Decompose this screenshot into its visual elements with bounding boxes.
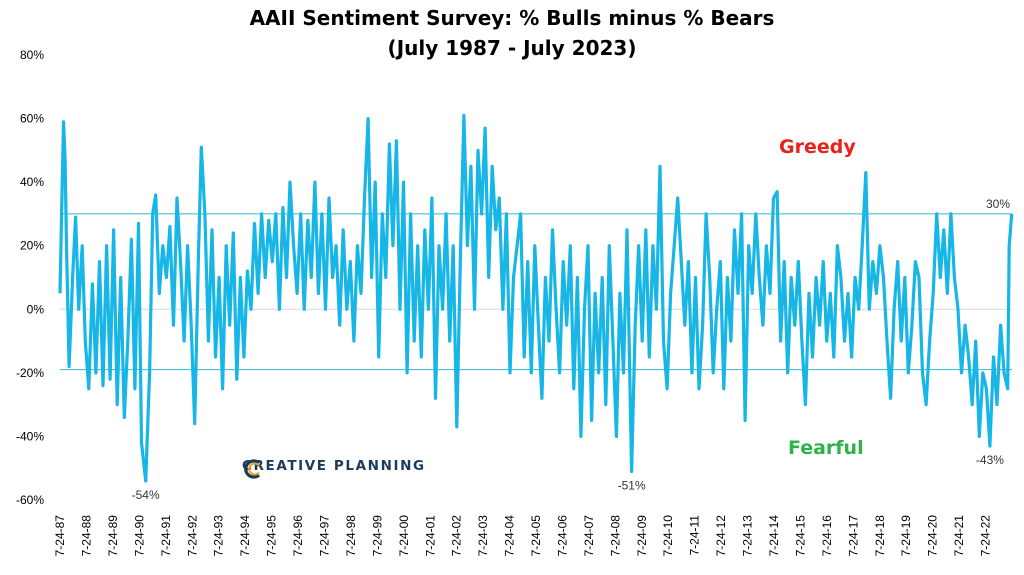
- x-tick-label: 7-24-90: [132, 515, 146, 557]
- x-tick-label: 7-24-96: [291, 515, 305, 557]
- creative-planning-c-icon: [244, 459, 261, 479]
- y-tick-label: 20%: [20, 239, 44, 253]
- x-tick-label: 7-24-12: [714, 515, 728, 557]
- y-tick-label: 0%: [27, 302, 45, 316]
- x-tick-label: 7-24-99: [370, 515, 384, 557]
- x-tick-label: 7-24-01: [423, 515, 437, 557]
- y-tick-label: -40%: [16, 429, 44, 443]
- x-tick-label: 7-24-94: [238, 515, 252, 557]
- greedy-zone-label: Greedy: [779, 136, 856, 158]
- creative-planning-logo: CREATIVE PLANNING: [242, 458, 426, 479]
- x-tick-label: 7-24-97: [317, 515, 331, 557]
- x-tick-label: 7-24-17: [846, 515, 860, 557]
- x-tick-label: 7-24-00: [397, 515, 411, 557]
- x-tick-label: 7-24-14: [767, 515, 781, 557]
- x-tick-label: 7-24-95: [265, 515, 279, 557]
- x-tick-label: 7-24-02: [450, 515, 464, 557]
- x-tick-label: 7-24-19: [899, 515, 913, 557]
- annotation-label: -51%: [618, 478, 646, 492]
- annotation-label: -54%: [132, 488, 160, 502]
- x-tick-label: 7-24-20: [926, 515, 940, 557]
- annotation-label: -43%: [976, 453, 1004, 467]
- logo-text: CREATIVE PLANNING: [242, 458, 426, 474]
- x-tick-label: 7-24-09: [635, 515, 649, 557]
- x-tick-label: 7-24-05: [529, 515, 543, 557]
- y-tick-label: -60%: [16, 493, 44, 507]
- chart-subtitle: (July 1987 - July 2023): [387, 36, 637, 60]
- x-tick-label: 7-24-07: [582, 515, 596, 557]
- x-axis-ticks: 7-24-87 7-24-88 7-24-89 7-24-90 7-24-91 7-24-…: [53, 515, 993, 557]
- x-tick-label: 7-24-88: [79, 515, 93, 557]
- series-line: [58, 113, 1014, 483]
- chart-title: AAII Sentiment Survey: % Bulls minus % B…: [249, 6, 775, 30]
- y-axis-ticks: 80% 60% 40% 20% 0% -20% -40% -60%: [16, 48, 44, 507]
- x-tick-label: 7-24-21: [952, 515, 966, 557]
- y-tick-label: -20%: [16, 366, 44, 380]
- x-tick-label: 7-24-87: [53, 515, 67, 557]
- annotation-label: 30%: [986, 197, 1010, 211]
- x-tick-label: 7-24-15: [793, 515, 807, 557]
- y-tick-label: 80%: [20, 48, 44, 62]
- x-tick-label: 7-24-08: [608, 515, 622, 557]
- x-tick-label: 7-24-93: [212, 515, 226, 557]
- x-tick-label: 7-24-92: [185, 515, 199, 557]
- x-tick-label: 7-24-13: [741, 515, 755, 557]
- x-tick-label: 7-24-03: [476, 515, 490, 557]
- x-tick-label: 7-24-16: [820, 515, 834, 557]
- x-tick-label: 7-24-89: [106, 515, 120, 557]
- x-tick-label: 7-24-10: [661, 515, 675, 557]
- x-tick-label: 7-24-91: [159, 515, 173, 557]
- x-tick-label: 7-24-98: [344, 515, 358, 557]
- y-tick-label: 40%: [20, 175, 44, 189]
- fearful-zone-label: Fearful: [788, 437, 864, 459]
- x-tick-label: 7-24-06: [555, 515, 569, 557]
- y-tick-label: 60%: [20, 112, 44, 126]
- x-tick-label: 7-24-11: [688, 515, 702, 556]
- series-group: [58, 113, 1014, 483]
- annotations: -54% -51% -43% 30%: [132, 197, 1011, 502]
- x-tick-label: 7-24-18: [873, 515, 887, 557]
- x-tick-label: 7-24-22: [979, 515, 993, 557]
- x-tick-label: 7-24-04: [503, 515, 517, 557]
